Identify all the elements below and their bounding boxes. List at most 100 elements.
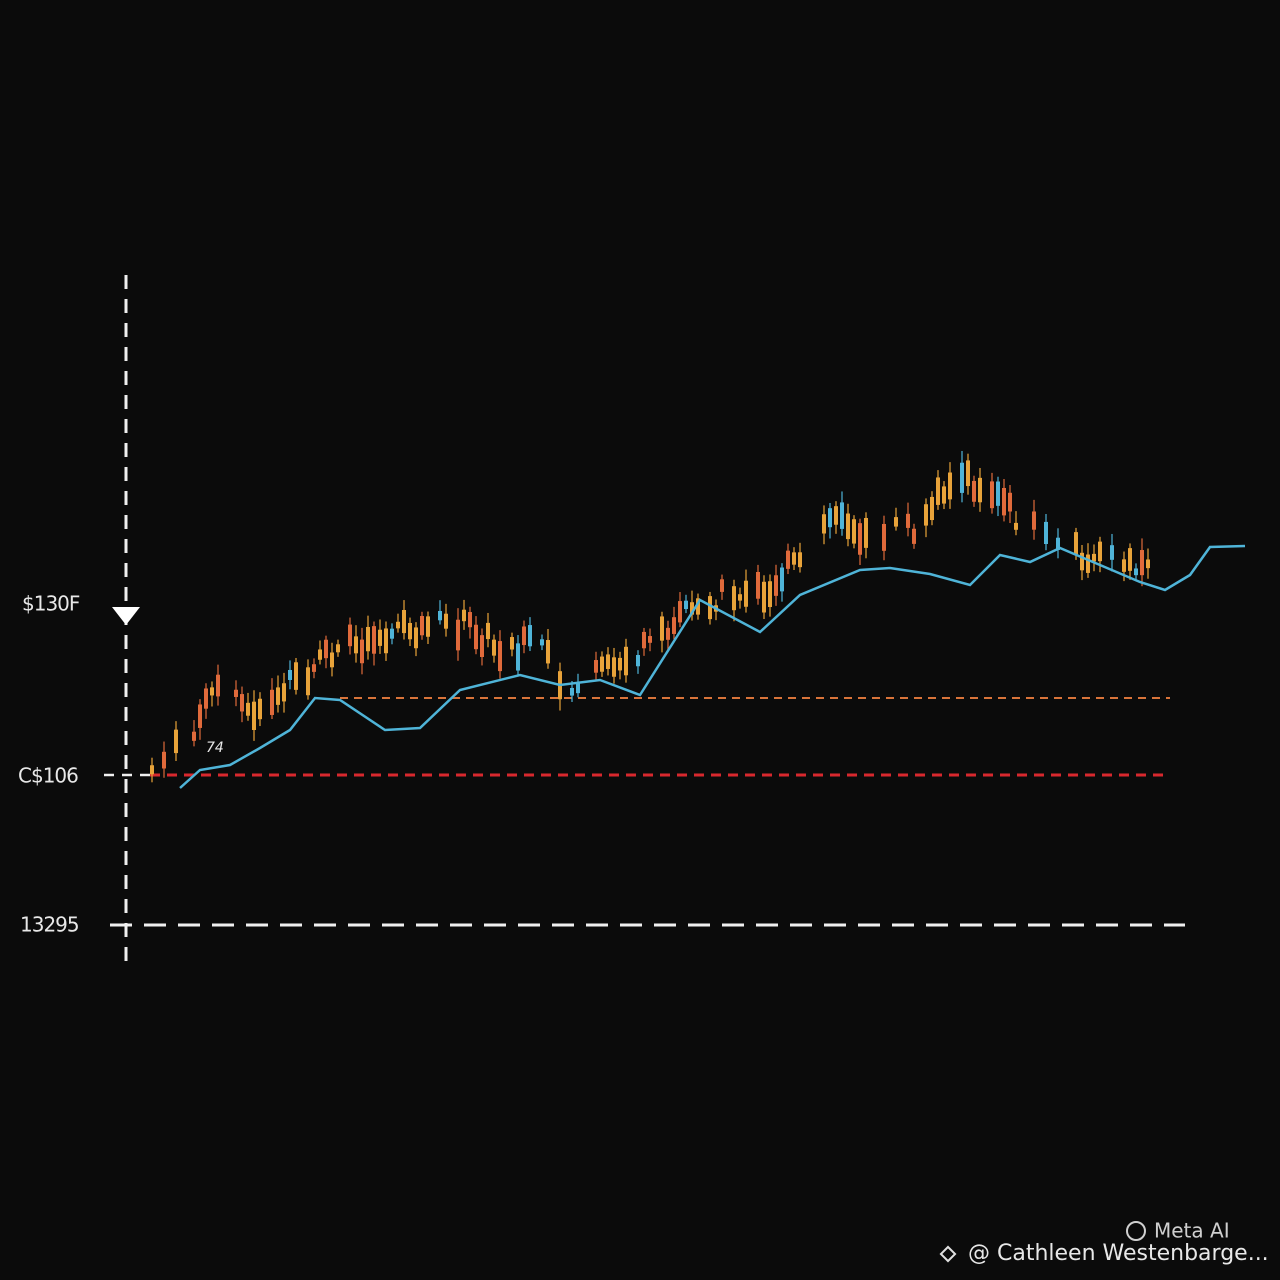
candle-body bbox=[414, 627, 418, 649]
candle-body bbox=[426, 616, 430, 637]
candle-body bbox=[972, 480, 976, 502]
candle-body bbox=[492, 639, 496, 656]
candle-body bbox=[1002, 487, 1006, 516]
meta-logo bbox=[1126, 1221, 1146, 1241]
candle-body bbox=[684, 600, 688, 610]
candle-body bbox=[240, 694, 244, 712]
candle-body bbox=[996, 481, 1000, 506]
candle-body bbox=[576, 683, 580, 694]
candle-body bbox=[528, 625, 532, 647]
candle-body bbox=[600, 656, 604, 672]
candle-body bbox=[162, 751, 166, 769]
candle-body bbox=[1008, 492, 1012, 512]
marker-label: 74 bbox=[206, 740, 224, 756]
candle-body bbox=[906, 513, 910, 528]
candle-body bbox=[216, 674, 220, 697]
candle-body bbox=[330, 652, 334, 668]
candle-body bbox=[396, 621, 400, 629]
brand-watermark: Meta AI bbox=[1154, 1219, 1230, 1243]
candle-body bbox=[516, 643, 520, 671]
candle-body bbox=[840, 502, 844, 529]
candle-body bbox=[1098, 541, 1102, 562]
candle-body bbox=[270, 689, 274, 715]
candle-body bbox=[1014, 522, 1018, 530]
candle-body bbox=[660, 616, 664, 641]
candle-body bbox=[648, 636, 652, 643]
candle-body bbox=[366, 626, 370, 652]
candle-body bbox=[930, 496, 934, 521]
candle-body bbox=[1044, 521, 1048, 545]
candle-body bbox=[666, 627, 670, 640]
candle-body bbox=[690, 602, 694, 615]
candle-body bbox=[522, 626, 526, 646]
candle-body bbox=[792, 552, 796, 565]
price-label-top: $130F bbox=[22, 592, 80, 616]
candle-body bbox=[234, 689, 238, 697]
candle-body bbox=[942, 486, 946, 504]
candle-body bbox=[858, 523, 862, 555]
candle-body bbox=[510, 637, 514, 650]
candle-body bbox=[480, 635, 484, 657]
candle-body bbox=[612, 657, 616, 677]
candle-body bbox=[318, 649, 322, 660]
candle-body bbox=[732, 586, 736, 611]
candle-body bbox=[1110, 545, 1114, 560]
candle-body bbox=[1146, 559, 1150, 569]
candle-body bbox=[360, 639, 364, 664]
candle-body bbox=[336, 644, 340, 653]
candle-body bbox=[738, 594, 742, 601]
candle-body bbox=[978, 477, 982, 503]
candle-body bbox=[276, 687, 280, 705]
candle-body bbox=[696, 598, 700, 615]
candle-body bbox=[402, 609, 406, 634]
candle-body bbox=[258, 698, 262, 720]
candle-body bbox=[348, 624, 352, 647]
candle-body bbox=[624, 646, 628, 676]
candle-body bbox=[1056, 537, 1060, 550]
candle-body bbox=[246, 702, 250, 716]
candle-body bbox=[864, 517, 868, 548]
candle-body bbox=[762, 581, 766, 613]
candle-body bbox=[282, 683, 286, 702]
candle-body bbox=[642, 631, 646, 649]
candle-body bbox=[618, 657, 622, 671]
candle-body bbox=[150, 765, 154, 775]
candle-body bbox=[1140, 550, 1144, 576]
candle-body bbox=[390, 628, 394, 639]
candle-body bbox=[1092, 553, 1096, 562]
moving-average bbox=[179, 544, 1246, 789]
candle-body bbox=[912, 528, 916, 544]
candle-body bbox=[756, 571, 760, 599]
candle-body bbox=[1122, 559, 1126, 572]
candle-body bbox=[708, 596, 712, 620]
candle-body bbox=[474, 624, 478, 650]
candle-body bbox=[678, 601, 682, 623]
candle-body bbox=[924, 504, 928, 526]
candle-body bbox=[768, 581, 772, 608]
candle-body bbox=[210, 687, 214, 696]
candle-body bbox=[384, 628, 388, 654]
candle-body bbox=[882, 523, 886, 551]
candle-body bbox=[498, 641, 502, 672]
candle-body bbox=[420, 616, 424, 636]
candle-body bbox=[936, 477, 940, 505]
candle-body bbox=[252, 701, 256, 730]
candle-body bbox=[462, 609, 466, 622]
candle-body bbox=[894, 517, 898, 527]
candle-body bbox=[720, 579, 724, 592]
candle-body bbox=[744, 580, 748, 607]
candle-body bbox=[198, 704, 202, 728]
candle-body bbox=[378, 629, 382, 646]
candle-body bbox=[948, 472, 952, 500]
candle-body bbox=[294, 662, 298, 690]
candle-body bbox=[780, 567, 784, 592]
credit-watermark: @ Cathleen Westenbarge... bbox=[968, 1241, 1269, 1266]
candle-body bbox=[324, 639, 328, 659]
candle-body bbox=[798, 552, 802, 568]
credit-icon bbox=[939, 1245, 957, 1263]
candle-body bbox=[606, 654, 610, 669]
candle-body bbox=[990, 481, 994, 509]
candle-body bbox=[834, 506, 838, 525]
